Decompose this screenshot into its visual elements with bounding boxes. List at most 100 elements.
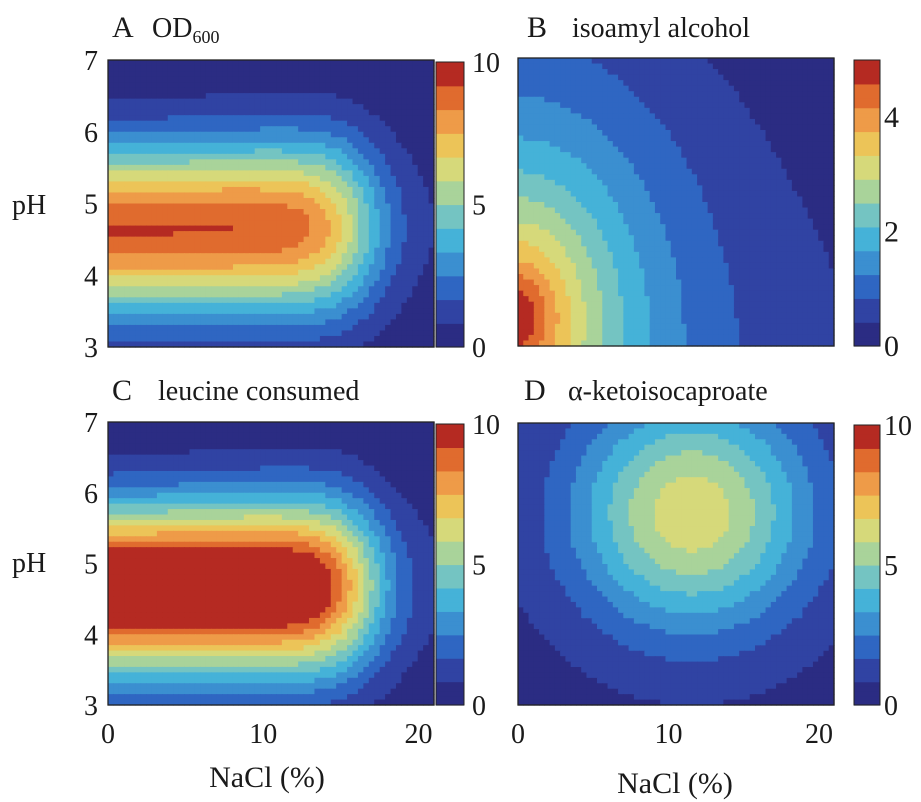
contour-cell [216, 109, 223, 116]
contour-cell [570, 80, 577, 87]
contour-cell [314, 104, 321, 111]
contour-cell [633, 69, 640, 76]
contour-cell [216, 120, 223, 127]
contour-cell [222, 231, 229, 238]
contour-cell [189, 324, 196, 332]
contour-cell [728, 91, 735, 98]
contour-cell [314, 76, 321, 83]
contour-cell [129, 225, 136, 232]
contour-cell [379, 214, 386, 221]
contour-cell [374, 335, 381, 343]
contour-cell [639, 135, 645, 142]
contour-cell [216, 186, 223, 194]
contour-cell [357, 258, 364, 265]
contour-cell [412, 280, 419, 287]
contour-cell [341, 82, 348, 89]
contour-cell [173, 231, 180, 238]
contour-cell [528, 124, 535, 131]
contour-cell [113, 186, 120, 194]
contour-cell [660, 185, 667, 192]
contour-cell [681, 96, 688, 103]
contour-cell [581, 174, 588, 181]
contour-cell [319, 291, 326, 298]
contour-cell [325, 209, 332, 216]
contour-cell [428, 330, 435, 337]
contour-cell [697, 113, 703, 120]
contour-cell [162, 313, 169, 320]
contour-cell [314, 236, 321, 243]
contour-cell [718, 202, 724, 209]
contour-cell [238, 319, 245, 326]
contour-cell [265, 192, 272, 199]
contour-cell [776, 85, 782, 92]
contour-cell [341, 153, 348, 160]
contour-cell [390, 192, 397, 199]
contour-cell [347, 275, 354, 282]
contour-cell [628, 130, 635, 137]
contour-cell [723, 163, 730, 170]
contour-cell [649, 85, 656, 92]
contour-cell [260, 131, 267, 138]
contour-cell [681, 152, 688, 159]
contour-cell [129, 148, 136, 155]
contour-cell [113, 71, 120, 78]
contour-cell [575, 135, 582, 142]
contour-cell [173, 220, 180, 227]
contour-cell [660, 85, 667, 92]
contour-cell [129, 175, 136, 183]
contour-cell [733, 190, 740, 198]
contour-cell [412, 76, 419, 83]
contour-cell [347, 131, 354, 138]
contour-cell [173, 319, 180, 326]
contour-cell [575, 163, 582, 170]
contour-cell [639, 185, 645, 192]
contour-cell [686, 190, 693, 198]
contour-cell [238, 181, 245, 188]
contour-cell [374, 65, 381, 72]
contour-cell [533, 91, 540, 98]
contour-cell [341, 137, 348, 144]
contour-cell [330, 253, 337, 260]
contour-cell [828, 196, 835, 203]
contour-cell [363, 159, 370, 166]
contour-cell [670, 91, 677, 98]
contour-cell [368, 280, 375, 287]
contour-cell [428, 220, 435, 227]
contour-cell [368, 335, 375, 343]
contour-cell [232, 120, 239, 127]
contour-cell [718, 207, 724, 214]
contour-cell [828, 63, 835, 70]
contour-cell [417, 65, 424, 72]
contour-cell [124, 319, 131, 326]
contour-cell [227, 220, 234, 227]
contour-cell [303, 186, 310, 194]
contour-cell [591, 146, 598, 153]
contour-cell [232, 220, 239, 227]
contour-cell [612, 218, 619, 225]
contour-cell [162, 247, 169, 254]
contour-cell [151, 109, 158, 116]
contour-cell [319, 280, 326, 287]
contour-cell [184, 264, 191, 271]
contour-cell [633, 91, 640, 98]
contour-cell [770, 118, 777, 126]
contour-cell [528, 202, 535, 209]
contour-cell [151, 93, 158, 100]
contour-cell [718, 107, 724, 114]
contour-cell [565, 218, 572, 225]
contour-cell [575, 107, 582, 114]
contour-cell [129, 264, 136, 271]
contour-cell [385, 82, 392, 89]
contour-cell [791, 135, 798, 142]
contour-cell [347, 137, 354, 144]
contour-cell [379, 109, 386, 116]
contour-cell [265, 313, 272, 320]
contour-cell [728, 163, 735, 170]
contour-cell [539, 58, 545, 65]
contour-cell [649, 141, 656, 148]
contour-cell [607, 202, 614, 209]
contour-cell [570, 63, 577, 70]
contour-cell [523, 196, 530, 203]
contour-cell [216, 76, 223, 83]
contour-cell [330, 197, 337, 205]
